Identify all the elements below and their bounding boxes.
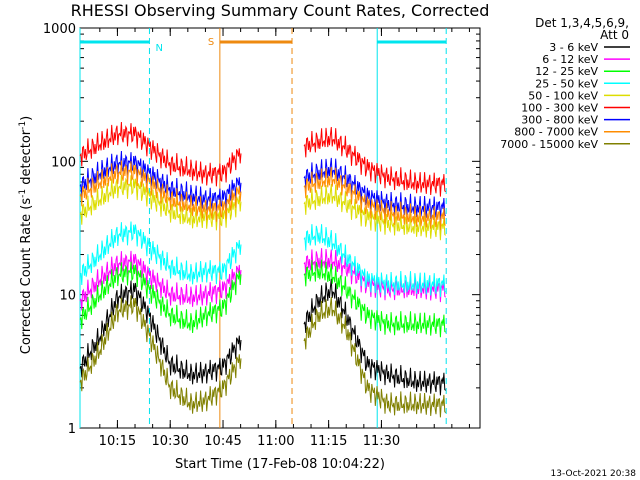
series-line bbox=[79, 221, 242, 286]
series-line bbox=[303, 184, 447, 241]
legend-label: 12 - 25 keV bbox=[535, 65, 598, 78]
y-label-sup2: -1 bbox=[18, 121, 28, 130]
flag-label-n: N bbox=[155, 43, 162, 54]
y-label-end: ) bbox=[19, 116, 34, 121]
legend-label: 7000 - 15000 keV bbox=[500, 138, 598, 151]
legend-label: 50 - 100 keV bbox=[528, 89, 598, 102]
x-axis-label: Start Time (17-Feb-08 10:04:22) bbox=[175, 457, 385, 472]
chart-title: RHESSI Observing Summary Count Rates, Co… bbox=[71, 1, 490, 20]
legend-label: 3 - 6 keV bbox=[549, 41, 598, 54]
series-line bbox=[303, 224, 447, 298]
series-line bbox=[303, 126, 447, 197]
legend-label: 100 - 300 keV bbox=[521, 102, 598, 115]
plot-frame bbox=[79, 27, 481, 429]
series-line bbox=[79, 295, 242, 414]
y-label-base: Corrected Count Rate (s bbox=[19, 198, 34, 355]
footer-timestamp: 13-Oct-2021 20:38 bbox=[551, 469, 637, 479]
x-tick-label: 11:15 bbox=[310, 434, 347, 449]
series-line bbox=[303, 157, 447, 221]
series-line bbox=[79, 150, 242, 212]
plot-area: 1 10 100 1000 10:15 10:30 10:45 11:00 11:15 11:30… bbox=[43, 22, 481, 449]
legend-label: 800 - 7000 keV bbox=[514, 126, 598, 139]
legend-label: 25 - 50 keV bbox=[535, 77, 598, 90]
y-tick-label: 1 bbox=[68, 422, 76, 437]
x-tick-label: 10:45 bbox=[204, 434, 241, 449]
y-tick-label: 100 bbox=[51, 155, 76, 170]
legend-title-line1: Det 1,3,4,5,6,9, bbox=[535, 16, 629, 30]
series-line bbox=[79, 261, 242, 334]
series-line bbox=[303, 259, 447, 338]
series-line bbox=[79, 280, 242, 385]
legend-label: 6 - 12 keV bbox=[542, 53, 598, 66]
flag-label-s: S bbox=[208, 37, 214, 48]
series-line bbox=[79, 121, 242, 187]
x-tick-label: 11:00 bbox=[257, 434, 294, 449]
y-axis-label: Corrected Count Rate (s-1 detector-1) bbox=[18, 116, 34, 354]
series-line bbox=[303, 167, 447, 231]
series-line bbox=[303, 278, 447, 396]
y-label-mid: detector bbox=[19, 129, 34, 189]
x-tick-label: 10:15 bbox=[99, 434, 136, 449]
series-line bbox=[303, 296, 447, 418]
y-label-sup1: -1 bbox=[18, 189, 28, 198]
legend-title-line2: Att 0 bbox=[600, 28, 629, 42]
series-line bbox=[79, 250, 242, 311]
y-tick-label: 1000 bbox=[43, 22, 76, 37]
x-tick-label: 10:30 bbox=[151, 434, 188, 449]
series-line bbox=[79, 160, 242, 222]
x-tick-label: 11:30 bbox=[363, 434, 400, 449]
y-tick-label: 10 bbox=[59, 289, 76, 304]
legend-label: 300 - 800 keV bbox=[521, 114, 598, 127]
series-line bbox=[79, 174, 242, 231]
